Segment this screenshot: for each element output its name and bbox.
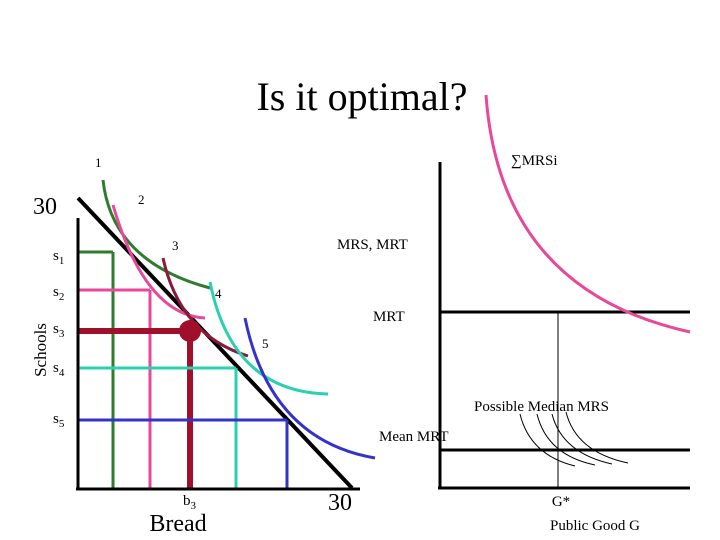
indifference-curve-4 bbox=[208, 281, 329, 396]
x-tick-b3: b3 bbox=[183, 493, 197, 512]
indifference-curve-3 bbox=[161, 257, 249, 358]
sum-mrs-curve bbox=[484, 94, 691, 334]
median-mrs-curve-4 bbox=[565, 411, 629, 464]
left-x-max-label: 30 bbox=[328, 490, 352, 516]
g-star-label: G* bbox=[552, 494, 570, 510]
curve-label-4: 4 bbox=[215, 286, 222, 301]
indifference-curve-1 bbox=[101, 179, 211, 290]
budget-line bbox=[76, 196, 354, 490]
curve-label-5: 5 bbox=[262, 336, 269, 351]
y-tick-s4: s4 bbox=[53, 360, 65, 379]
slide-title: Is it optimal? bbox=[256, 74, 467, 119]
y-tick-s3: s3 bbox=[53, 321, 65, 340]
right-chart: ∑MRSi MRT Possible Median MRS Mean MRT G… bbox=[373, 94, 691, 534]
mrt-label: MRT bbox=[373, 309, 405, 325]
median-mrs-curve-3 bbox=[551, 413, 613, 465]
y-tick-s1: s1 bbox=[53, 248, 64, 267]
indifference-curve-5 bbox=[243, 317, 376, 460]
curve-label-3: 3 bbox=[172, 238, 179, 253]
y-tick-s2: s2 bbox=[53, 284, 64, 303]
optimum-point bbox=[179, 320, 201, 342]
left-x-axis-label: Bread bbox=[149, 511, 206, 537]
indifference-curve-2 bbox=[111, 204, 206, 320]
left-chart: 30 30 Schools Bread s1 s2 s3 s4 s5 b3 1 … bbox=[31, 155, 408, 537]
median-mrs-curve-2 bbox=[536, 413, 596, 466]
median-mrs-curve-1 bbox=[519, 413, 576, 467]
mean-mrt-label: Mean MRT bbox=[379, 429, 449, 445]
possible-median-label: Possible Median MRS bbox=[474, 399, 609, 415]
mrs-mrt-label: MRS, MRT bbox=[337, 237, 408, 253]
y-tick-s5: s5 bbox=[53, 411, 65, 430]
public-good-label: Public Good G bbox=[550, 518, 640, 534]
sum-mrs-label: ∑MRSi bbox=[511, 153, 558, 169]
curve-label-2: 2 bbox=[138, 192, 145, 207]
left-y-axis-label: Schools bbox=[31, 323, 50, 377]
left-y-max-label: 30 bbox=[33, 194, 57, 220]
curve-label-1: 1 bbox=[95, 155, 102, 170]
